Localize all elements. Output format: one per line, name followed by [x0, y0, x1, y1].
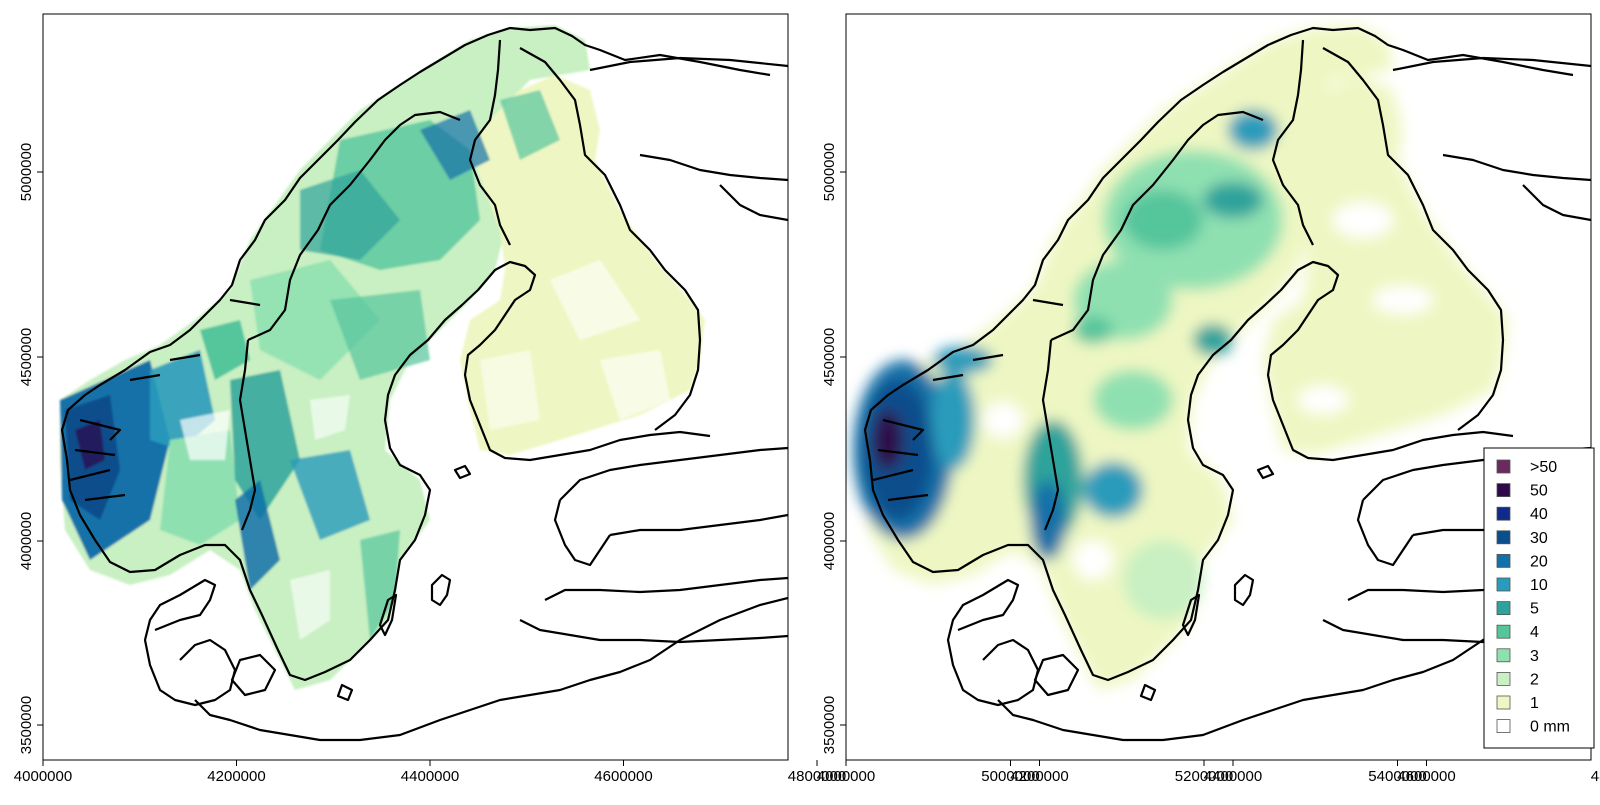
axes-right: 4000000 4200000 4400000 4600000 4800000 50000…	[817, 143, 1600, 785]
y-tick-label-left: 3500000	[18, 696, 35, 754]
x-tick-label-right: 4200000	[1010, 768, 1068, 785]
x-tick-label-left: 5200000	[1175, 768, 1233, 785]
x-tick-label-left: 4400000	[401, 768, 459, 785]
map-panel-right: 4000000 4200000 4400000 4600000 4800000 50000…	[817, 13, 1600, 785]
legend-swatch	[1496, 554, 1511, 568]
panel-frame-left	[42, 13, 789, 761]
map-panel-left: 4000000 4200000 4400000 4600000 4800000 50000…	[14, 13, 1427, 785]
legend-label: 40	[1530, 506, 1548, 523]
y-tick-label-right: 4000000	[821, 512, 838, 570]
y-tick-label-left: 4000000	[18, 512, 35, 570]
x-tick-label-left: 5000000	[981, 768, 1039, 785]
legend-label: 0 mm	[1530, 719, 1570, 736]
legend-swatch	[1496, 719, 1511, 733]
legend-swatch	[1496, 601, 1511, 615]
axes-left: 4000000 4200000 4400000 4600000 4800000 50000…	[14, 143, 1427, 785]
legend-label: >50	[1530, 459, 1557, 476]
y-tick-label-right: 5000000	[821, 143, 838, 201]
legend-label: 10	[1530, 577, 1548, 594]
legend-swatch	[1496, 483, 1511, 498]
y-tick-label-left: 5000000	[18, 143, 35, 201]
x-tick-label-right: 4000000	[817, 768, 875, 785]
x-tick-label-right: 4600000	[1397, 768, 1455, 785]
x-tick-label-left: 5400000	[1368, 768, 1426, 785]
x-tick-label-right: 4800000	[1591, 768, 1600, 785]
x-tick-label-right: 4400000	[1204, 768, 1262, 785]
legend-swatch	[1496, 672, 1511, 686]
legend-label: 30	[1530, 530, 1548, 547]
panel-frame-right	[845, 13, 1592, 761]
legend-label: 2	[1530, 671, 1539, 688]
legend-label: 4	[1530, 624, 1539, 641]
x-tick-label-left: 4800000	[788, 768, 846, 785]
legend-label: 50	[1530, 483, 1548, 500]
legend-swatch	[1496, 506, 1511, 521]
legend-swatch	[1496, 624, 1511, 639]
legend-swatch	[1496, 695, 1511, 710]
legend-label: 3	[1530, 648, 1539, 665]
x-tick-label-left: 4600000	[594, 768, 652, 785]
precip-field-right	[853, 25, 1591, 742]
legend-label: 5	[1530, 601, 1539, 618]
x-tick-label-left: 4200000	[207, 768, 265, 785]
legend-swatch	[1496, 577, 1511, 592]
legend-swatch	[1496, 530, 1511, 545]
legend-swatch	[1496, 459, 1511, 474]
legend-label: 20	[1530, 553, 1548, 570]
y-tick-label-right: 4500000	[821, 328, 838, 386]
y-tick-label-right: 3500000	[821, 696, 838, 754]
y-tick-label-left: 4500000	[18, 328, 35, 386]
precip-field-left	[60, 25, 788, 742]
legend-label: 1	[1530, 695, 1539, 712]
legend-swatch	[1496, 648, 1511, 663]
legend: >50 50 40 30 20 10 5 4 3 2 1 0 mm	[1483, 447, 1595, 749]
x-tick-label-left: 4000000	[14, 768, 72, 785]
